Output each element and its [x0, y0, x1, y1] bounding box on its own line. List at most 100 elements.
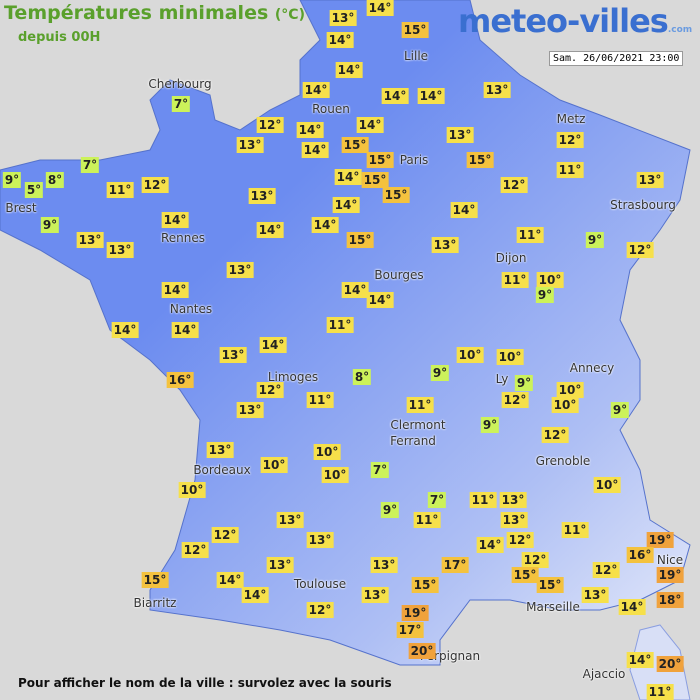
temperature-label: 9°: [430, 365, 450, 381]
city-name: Strasbourg: [610, 198, 676, 212]
temperature-label: 14°: [111, 322, 139, 338]
temperature-label: 13°: [361, 587, 389, 603]
temperature-label: 14°: [256, 222, 284, 238]
temperature-label: 15°: [401, 22, 429, 38]
temperature-label: 12°: [256, 382, 284, 398]
timestamp: Sam. 26/06/2021 23:00: [549, 51, 684, 66]
temperature-label: 8°: [45, 172, 65, 188]
temperature-label: 13°: [500, 512, 528, 528]
logo-suffix: .com: [667, 25, 693, 35]
temperature-label: 14°: [366, 292, 394, 308]
temperature-label: 14°: [356, 117, 384, 133]
temperature-label: 9°: [610, 402, 630, 418]
temperature-label: 20°: [656, 656, 684, 672]
temperature-label: 12°: [592, 562, 620, 578]
city-name: Rouen: [312, 102, 350, 116]
temperature-label: 15°: [346, 232, 374, 248]
temperature-label: 7°: [427, 492, 447, 508]
temperature-label: 14°: [216, 572, 244, 588]
temperature-label: 10°: [313, 444, 341, 460]
temperature-label: 15°: [366, 152, 394, 168]
city-name: Toulouse: [293, 577, 347, 591]
city-name: Ferrand: [390, 434, 436, 448]
temperature-label: 9°: [480, 417, 500, 433]
temperature-label: 12°: [500, 177, 528, 193]
temperature-label: 12°: [306, 602, 334, 618]
temperature-label: 10°: [496, 349, 524, 365]
temperature-label: 13°: [446, 127, 474, 143]
temperature-label: 7°: [370, 462, 390, 478]
temperature-label: 11°: [306, 392, 334, 408]
city-name: Annecy: [569, 361, 615, 375]
temperature-label: 14°: [476, 537, 504, 553]
city-name: Nice: [656, 553, 684, 567]
temperature-label: 12°: [211, 527, 239, 543]
unit: (°C): [274, 7, 305, 23]
temperature-label: 10°: [456, 347, 484, 363]
temperature-label: 11°: [501, 272, 529, 288]
temperature-label: 14°: [366, 0, 394, 16]
temperature-label: 14°: [341, 282, 369, 298]
temperature-label: 15°: [536, 577, 564, 593]
temperature-label: 15°: [511, 567, 539, 583]
temperature-label: 13°: [248, 188, 276, 204]
temperature-label: 14°: [161, 282, 189, 298]
temperature-label: 12°: [181, 542, 209, 558]
temperature-label: 20°: [408, 643, 436, 659]
title: Températures minimales (°C): [4, 2, 305, 24]
temperature-label: 5°: [24, 182, 44, 198]
temperature-label: 13°: [219, 347, 247, 363]
temperature-label: 16°: [166, 372, 194, 388]
temperature-label: 14°: [335, 62, 363, 78]
temperature-label: 14°: [626, 652, 654, 668]
temperature-label: 14°: [326, 32, 354, 48]
temperature-label: 11°: [106, 182, 134, 198]
temperature-label: 15°: [382, 187, 410, 203]
temperature-label: 18°: [656, 592, 684, 608]
city-name: Biarritz: [133, 596, 177, 610]
temperature-label: 14°: [171, 322, 199, 338]
city-name: Clermont: [390, 418, 446, 432]
temperature-label: 13°: [370, 557, 398, 573]
temperature-label: 12°: [256, 117, 284, 133]
city-name: Lille: [403, 49, 429, 63]
temperature-label: 17°: [396, 622, 424, 638]
temperature-label: 14°: [332, 197, 360, 213]
temperature-label: 14°: [450, 202, 478, 218]
city-name: Nantes: [169, 302, 213, 316]
city-name: Paris: [399, 153, 429, 167]
temperature-label: 15°: [411, 577, 439, 593]
temperature-label: 11°: [469, 492, 497, 508]
temperature-label: 11°: [556, 162, 584, 178]
temperature-label: 12°: [521, 552, 549, 568]
temperature-label: 11°: [516, 227, 544, 243]
temperature-label: 14°: [618, 599, 646, 615]
temperature-label: 11°: [326, 317, 354, 333]
temperature-label: 14°: [381, 88, 409, 104]
temperature-label: 11°: [413, 512, 441, 528]
temperature-label: 13°: [236, 137, 264, 153]
city-name: Rennes: [160, 231, 206, 245]
city-name: Bourges: [374, 268, 424, 282]
city-name: Bordeaux: [193, 463, 251, 477]
city-name: Ajaccio: [582, 667, 626, 681]
temperature-label: 13°: [581, 587, 609, 603]
temperature-label: 10°: [178, 482, 206, 498]
logo-text: meteo-villes: [458, 2, 669, 40]
temperature-label: 15°: [361, 172, 389, 188]
temperature-label: 12°: [141, 177, 169, 193]
temperature-label: 9°: [40, 217, 60, 233]
footer: Pour afficher le nom de la ville : survo…: [18, 676, 392, 690]
temperature-label: 11°: [561, 522, 589, 538]
city-name: Ly: [495, 372, 509, 386]
temperature-label: 10°: [321, 467, 349, 483]
temperature-label: 9°: [2, 172, 22, 188]
temperature-label: 19°: [656, 567, 684, 583]
temperature-label: 15°: [141, 572, 169, 588]
temperature-label: 14°: [296, 122, 324, 138]
temperature-label: 10°: [593, 477, 621, 493]
temperature-label: 10°: [536, 272, 564, 288]
temperature-label: 10°: [551, 397, 579, 413]
temperature-label: 13°: [306, 532, 334, 548]
temperature-label: 13°: [266, 557, 294, 573]
